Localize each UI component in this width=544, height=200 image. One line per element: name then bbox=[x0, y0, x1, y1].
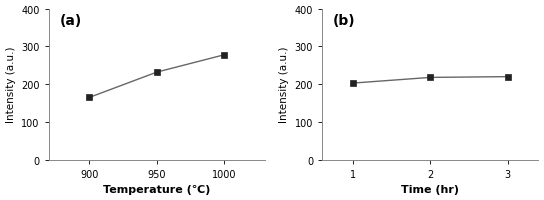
X-axis label: Temperature (℃): Temperature (℃) bbox=[103, 185, 211, 194]
X-axis label: Time (hr): Time (hr) bbox=[401, 185, 459, 194]
Text: (a): (a) bbox=[59, 14, 82, 28]
Y-axis label: Intensity (a.u.): Intensity (a.u.) bbox=[279, 47, 289, 123]
Y-axis label: Intensity (a.u.): Intensity (a.u.) bbox=[5, 47, 16, 123]
Text: (b): (b) bbox=[333, 14, 355, 28]
